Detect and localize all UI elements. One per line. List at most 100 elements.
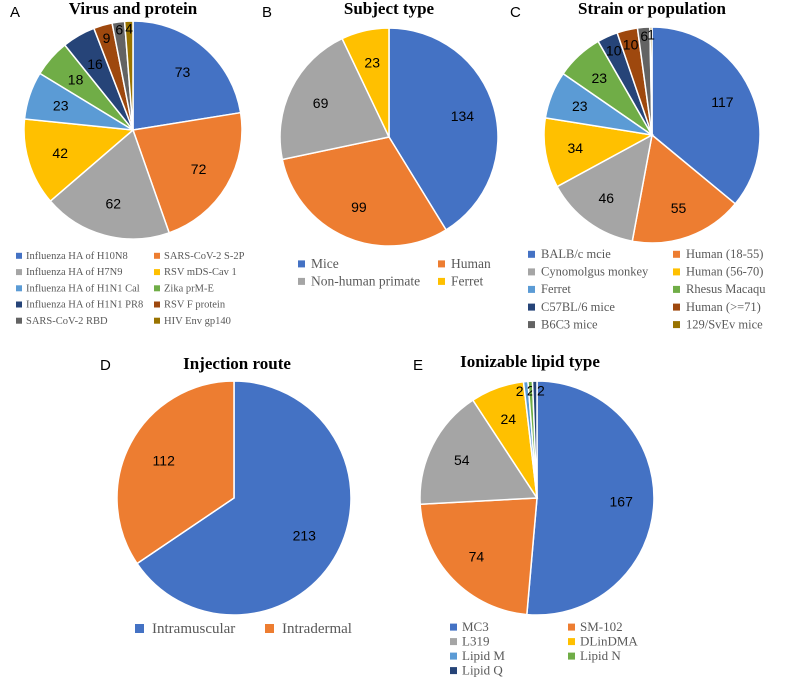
legend-label: Mice [311, 256, 339, 271]
slice-value-label: 16 [87, 56, 103, 72]
slice-value-label: 6 [640, 28, 648, 44]
legend: Mice Human Non-human primate Ferret [298, 256, 491, 289]
legend-swatch [16, 301, 22, 308]
slice-value-label: 73 [175, 64, 191, 80]
pie-slice-129-svev-mice[interactable] [649, 26, 653, 136]
slice-value-label: 69 [313, 95, 329, 111]
chart-title: Injection route [183, 354, 291, 373]
legend-swatch [265, 624, 274, 633]
legend-swatch [154, 285, 160, 292]
chart-title: Virus and protein [69, 0, 198, 18]
panel-letter: E [413, 357, 423, 374]
panel-letter: B [262, 4, 272, 21]
legend-label: C57BL/6 mice [541, 300, 615, 314]
legend: BALB/c mcie Human (18-55) Cynomolgus monke… [528, 247, 766, 331]
legend-label: L319 [462, 634, 489, 649]
legend-swatch [154, 269, 160, 276]
slice-value-label: 55 [671, 200, 687, 216]
slice-value-label: 42 [52, 145, 68, 161]
slice-value-label: 24 [501, 411, 517, 427]
legend-label: Intramuscular [152, 621, 235, 637]
legend-label: Non-human primate [311, 274, 420, 289]
legend-label: Human (56-70) [686, 265, 763, 279]
pie-slice-hiv-env-gp140[interactable] [123, 20, 134, 131]
pie-slice-influenza-ha-of-h10n8[interactable] [132, 20, 242, 131]
legend-label: SM-102 [580, 619, 623, 634]
slice-value-label: 99 [351, 199, 367, 215]
legend-label: DLinDMA [580, 634, 638, 649]
slice-value-label: 2 [537, 382, 545, 398]
legend-swatch [673, 268, 680, 276]
legend-swatch [16, 317, 22, 324]
legend-swatch [450, 623, 457, 631]
slice-value-label: 6 [115, 22, 123, 38]
legend-swatch [16, 252, 22, 259]
legend-swatch [16, 269, 22, 276]
legend-swatch [673, 285, 680, 293]
pie-slice-lipid-q[interactable] [531, 380, 538, 499]
slice-value-label: 62 [106, 196, 122, 212]
legend-swatch [673, 250, 680, 258]
slice-value-label: 9 [103, 30, 111, 46]
legend-swatch [450, 667, 457, 675]
slice-value-label: 23 [572, 98, 588, 114]
pie-slice-intramuscular[interactable] [136, 380, 352, 616]
pie-slice-human-18-55[interactable] [631, 133, 737, 244]
slice-value-label: 10 [623, 37, 639, 53]
legend-label: Cynomolgus monkey [541, 265, 649, 279]
legend-label: Lipid Q [462, 663, 503, 678]
legend-swatch [568, 638, 575, 646]
pie-slice-cynomolgus-monkey[interactable] [556, 133, 654, 243]
slice-value-label: 23 [53, 98, 69, 114]
chart-title: Strain or population [578, 0, 727, 18]
legend-swatch [528, 268, 535, 276]
legend-swatch [154, 252, 160, 259]
pie-slice-l319[interactable] [419, 399, 539, 506]
legend-swatch [528, 250, 535, 258]
pie-slice-mice[interactable] [388, 27, 499, 231]
legend-label: Influenza HA of H7N9 [26, 267, 123, 278]
pie-slice-sm-102[interactable] [419, 497, 538, 616]
pie-slice-mc3[interactable] [526, 380, 655, 616]
slice-value-label: 117 [711, 94, 734, 110]
legend: Intramuscular Intradermal [135, 621, 352, 637]
legend: MC3 SM-102 L319 DLinDMA Lipid M Lipid N Lipid … [450, 619, 638, 678]
slice-value-label: 134 [451, 108, 475, 124]
legend-label: Zika prM-E [164, 283, 214, 294]
slice-value-label: 23 [364, 55, 380, 71]
legend-swatch [673, 303, 680, 311]
slice-value-label: 1 [647, 27, 655, 43]
legend-swatch [438, 277, 445, 285]
pie-slice-non-human-primate[interactable] [279, 37, 391, 161]
slice-value-label: 18 [68, 72, 84, 88]
legend-label: Lipid N [580, 648, 621, 663]
legend-label: Ferret [451, 274, 483, 289]
legend-swatch [154, 317, 160, 324]
legend-label: Human [451, 256, 491, 271]
legend-swatch [135, 624, 144, 633]
legend-swatch [528, 303, 535, 311]
legend-label: 129/SvEv mice [686, 317, 763, 331]
slice-value-label: 112 [153, 453, 176, 469]
legend-label: MC3 [462, 619, 489, 634]
pie-slice-influenza-ha-of-h7n9[interactable] [49, 128, 171, 240]
legend-label: Influenza HA of H10N8 [26, 251, 128, 262]
legend-label: Influenza HA of H1N1 PR8 [26, 300, 143, 311]
pie-slice-sars-cov-2-s-2p[interactable] [131, 111, 243, 234]
slice-value-label: 2 [527, 383, 535, 399]
pie-slice-rsv-mds-cav-1[interactable] [23, 118, 135, 203]
slice-value-label: 54 [454, 452, 470, 468]
legend-label: Rhesus Macaqu [686, 282, 766, 296]
legend-label: RSV mDS-Cav 1 [164, 267, 237, 278]
pie-slice-human-56-70[interactable] [543, 116, 655, 188]
slice-value-label: 167 [610, 494, 634, 510]
legend-swatch [154, 301, 160, 308]
pie-slice-balb-c-mcie[interactable] [651, 26, 761, 205]
pie-slice-intradermal[interactable] [116, 380, 235, 565]
slice-value-label: 23 [592, 70, 608, 86]
pie-slice-ferret[interactable] [341, 27, 390, 138]
legend-label: Influenza HA of H1N1 Cal [26, 283, 140, 294]
pie-slice-human[interactable] [281, 136, 448, 247]
slice-value-label: 2 [516, 383, 524, 399]
